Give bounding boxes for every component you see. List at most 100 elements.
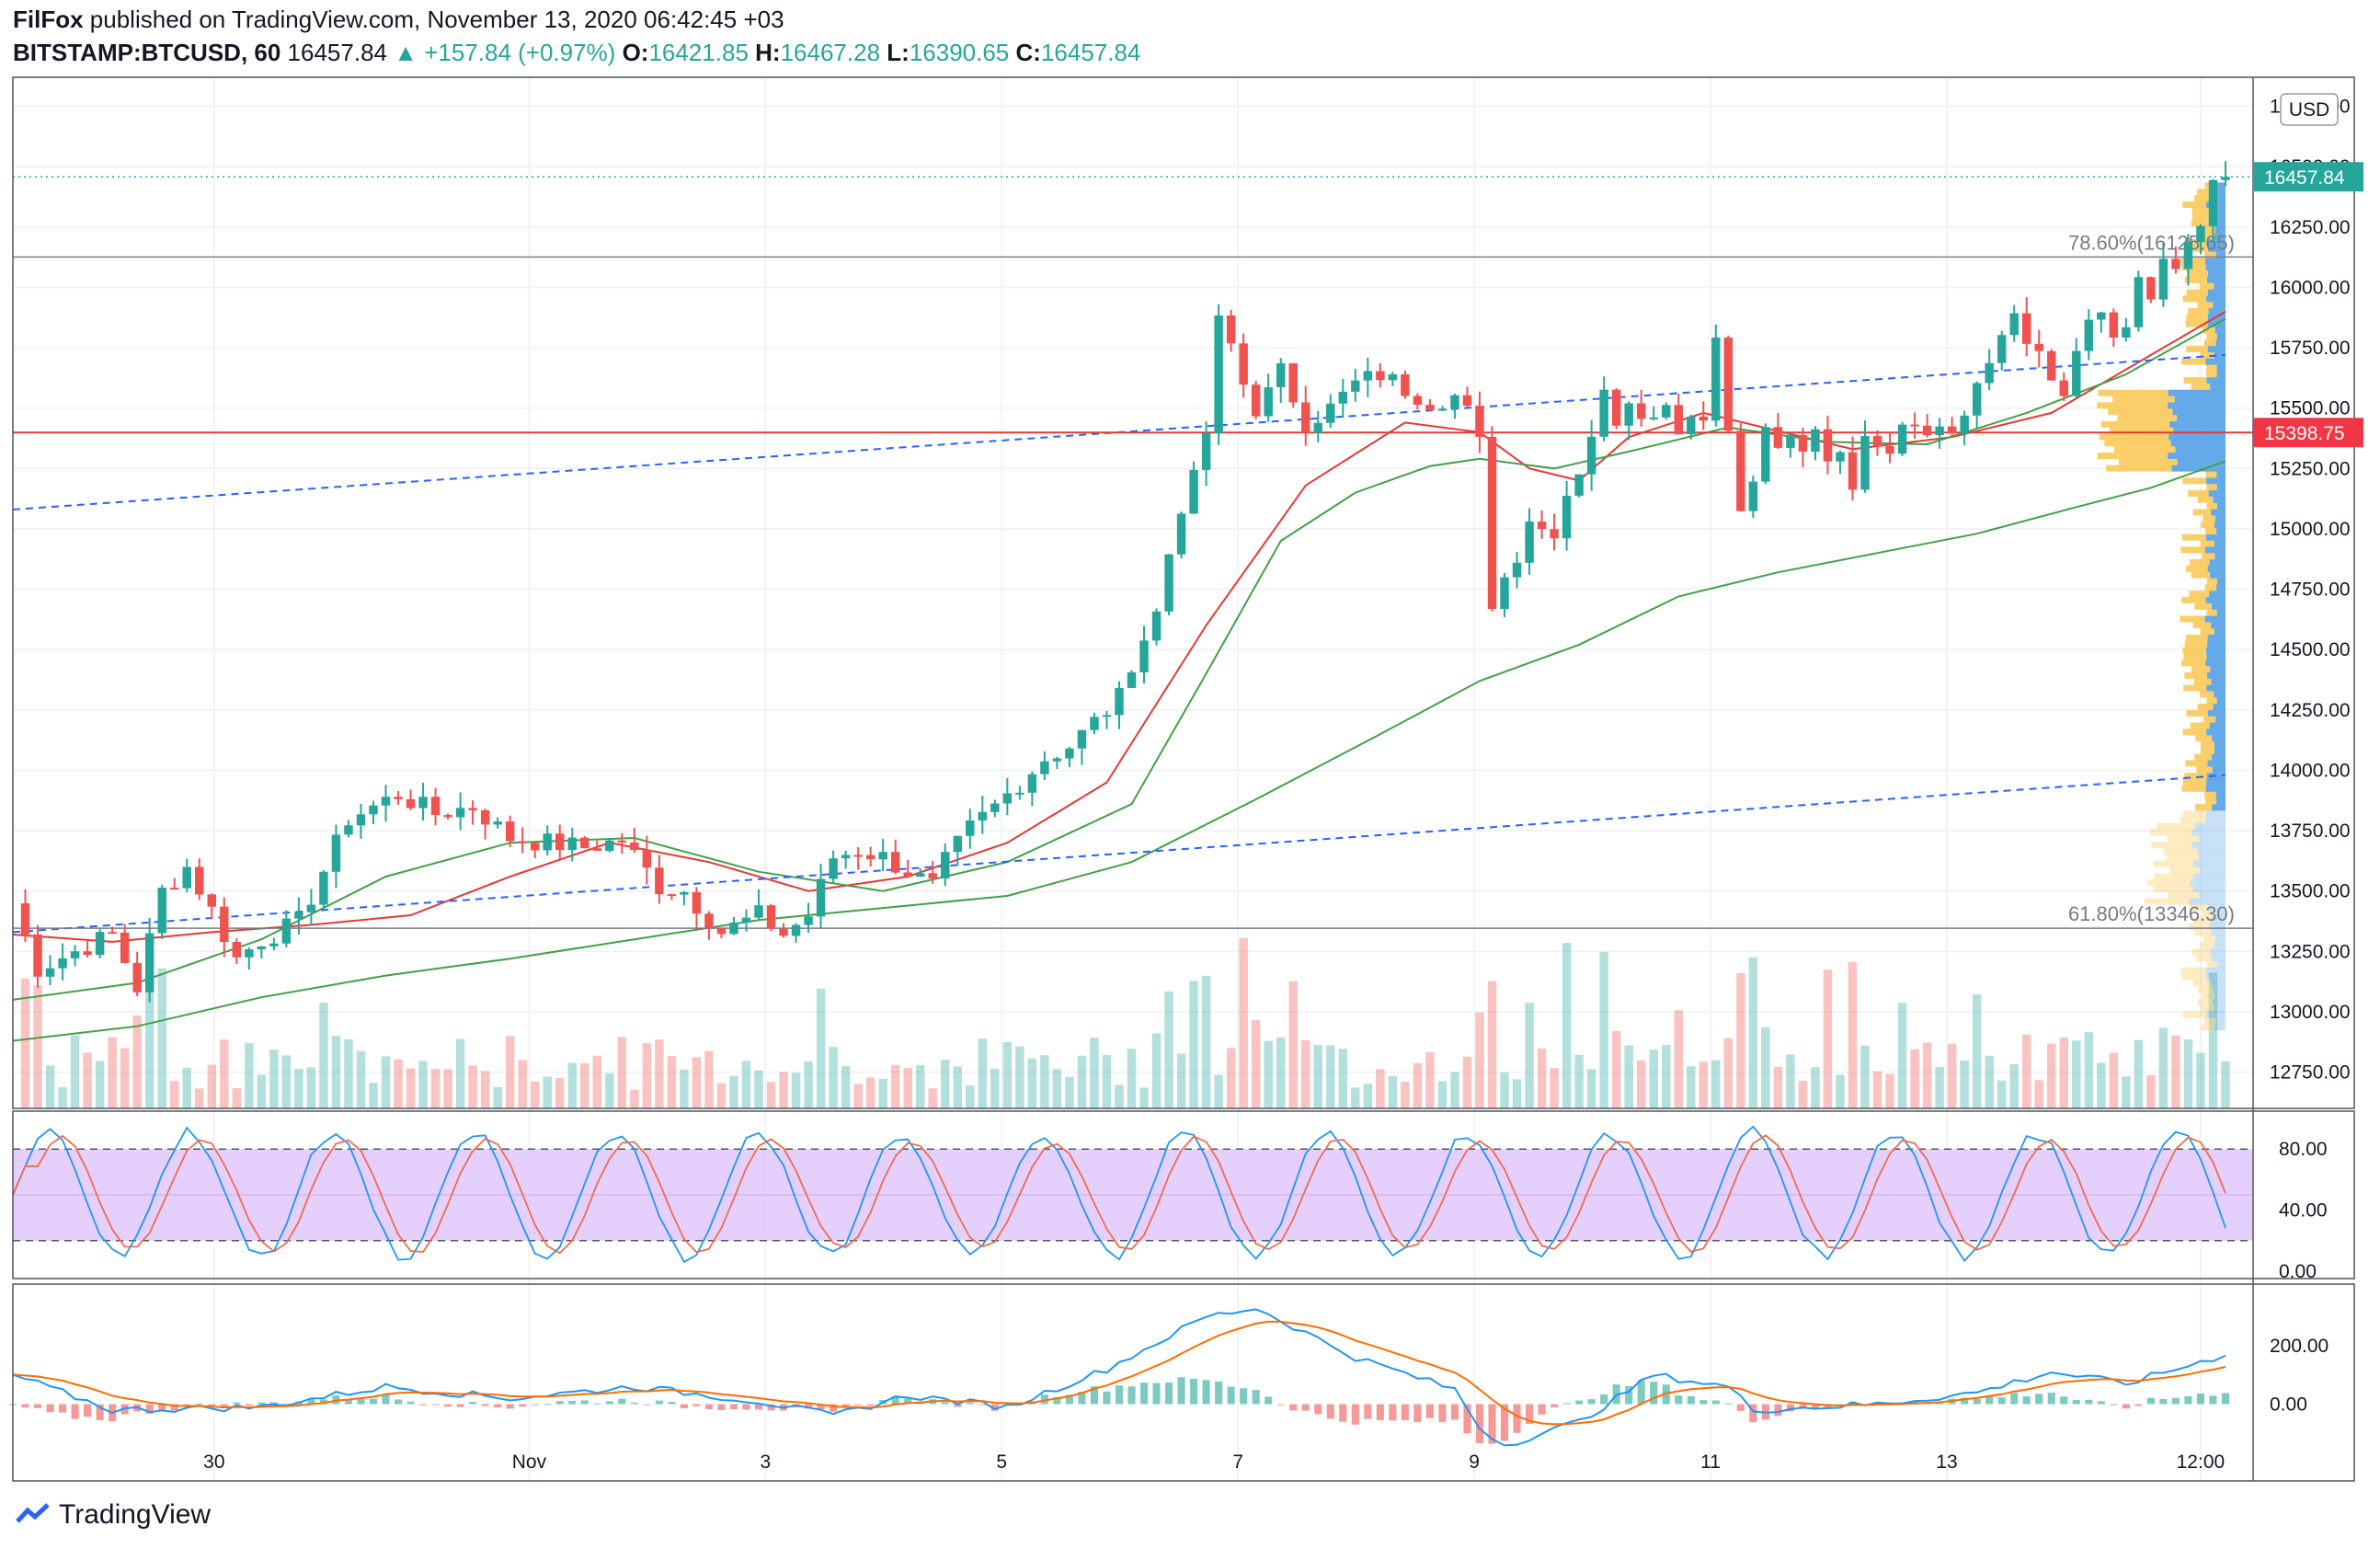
pane-frame xyxy=(12,1283,2355,1482)
volume-bar xyxy=(33,985,42,1108)
volume-bar xyxy=(2084,1032,2094,1108)
vp-bar-up xyxy=(2113,446,2176,453)
candle-body xyxy=(903,872,912,878)
vp-bar-blue xyxy=(2210,383,2226,390)
volume-bar xyxy=(580,1062,589,1108)
macd-histogram-bar xyxy=(1351,1404,1359,1425)
vp-bar-up xyxy=(2206,484,2217,491)
volume-bar xyxy=(1040,1055,1049,1108)
volume-bar xyxy=(1176,1053,1186,1108)
candle-body xyxy=(655,867,664,895)
candle-body xyxy=(617,840,627,843)
high-label: H: xyxy=(755,39,781,66)
vp-bar-blue xyxy=(2207,345,2226,352)
vp-bar-blue xyxy=(2214,691,2226,698)
candle-body xyxy=(530,843,540,851)
candle-body xyxy=(2158,258,2168,300)
macd-histogram-bar xyxy=(941,1402,949,1405)
author-name[interactable]: FilFox xyxy=(13,6,84,33)
vp-bar-up xyxy=(2117,415,2178,422)
macd-histogram-bar xyxy=(2134,1404,2143,1406)
candle-body xyxy=(1425,405,1435,410)
candle-body xyxy=(1176,513,1186,555)
macd-histogram-bar xyxy=(2060,1396,2068,1405)
volume-bar xyxy=(2196,1052,2205,1108)
low-value: 16390.65 xyxy=(909,39,1010,66)
vp-bar-up xyxy=(2203,935,2215,943)
vp-bar-blue xyxy=(2216,333,2226,340)
open-value: 16421.85 xyxy=(648,39,749,66)
volume-bar xyxy=(642,1043,652,1108)
vp-bar-up xyxy=(2185,320,2208,327)
volume-bar xyxy=(1798,1080,1808,1108)
macd-histogram-bar xyxy=(1040,1394,1048,1405)
macd-histogram-bar xyxy=(1339,1404,1347,1422)
macd-histogram-bar xyxy=(1687,1396,1695,1405)
volume-bar xyxy=(1885,1073,1894,1108)
volume-bar xyxy=(1077,1055,1087,1108)
volume-bar xyxy=(1437,1081,1447,1108)
volume-bar xyxy=(1687,1066,1696,1108)
candle-body xyxy=(1649,417,1658,419)
candle-body xyxy=(1313,422,1323,433)
symbol-label[interactable]: BITSTAMP:BTCUSD, 60 xyxy=(13,39,281,66)
vp-bar-up xyxy=(2191,213,2211,221)
vp-bar-blue xyxy=(2205,816,2226,823)
volume-bar xyxy=(58,1086,67,1108)
macd-histogram-bar xyxy=(954,1404,962,1407)
macd-histogram-bar xyxy=(1562,1403,1571,1405)
macd-histogram-bar xyxy=(966,1402,974,1405)
tradingview-footer[interactable]: TradingView xyxy=(15,1499,211,1531)
candle-body xyxy=(1264,386,1273,417)
vp-bar-up xyxy=(2153,885,2193,892)
vp-bar-blue xyxy=(2169,420,2226,428)
volume-bar xyxy=(605,1073,614,1108)
candle-body xyxy=(95,932,105,956)
vp-bar-up xyxy=(2194,195,2212,202)
macd-histogram-bar xyxy=(605,1401,613,1405)
volume-profile xyxy=(2097,182,2226,1031)
vp-bar-up xyxy=(2181,973,2206,981)
candle-body xyxy=(1960,415,1969,434)
time-tick-label: 9 xyxy=(1469,1451,1480,1473)
candle-body xyxy=(1848,452,1858,490)
currency-label: USD xyxy=(2289,99,2329,120)
macd-histogram-bar xyxy=(580,1400,589,1405)
candle-body xyxy=(2034,343,2043,351)
volume-bar xyxy=(729,1075,738,1108)
vp-bar-up xyxy=(2195,804,2213,811)
vp-bar-blue xyxy=(2209,591,2226,598)
macd-histogram-bar xyxy=(1799,1404,1807,1409)
vp-bar-blue xyxy=(2174,396,2226,403)
volume-bar xyxy=(1525,1003,1534,1108)
macd-signal-line xyxy=(12,1320,2226,1426)
volume-bar xyxy=(1127,1049,1137,1108)
vp-bar-blue xyxy=(2214,351,2226,359)
vp-bar-up xyxy=(2180,967,2205,974)
vp-bar-up xyxy=(2185,634,2208,641)
candle-body xyxy=(1798,434,1808,453)
candle-body xyxy=(319,871,328,905)
volume-bar xyxy=(928,1088,937,1108)
macd-histogram-bar xyxy=(382,1394,390,1405)
candle-body xyxy=(1947,426,1957,434)
stoch-tick-label: 80.00 xyxy=(2279,1139,2328,1160)
volume-bar xyxy=(132,1015,142,1108)
vp-bar-blue xyxy=(2206,778,2226,786)
macd-histogram-bar xyxy=(1438,1404,1447,1422)
vp-bar-blue xyxy=(2190,879,2226,887)
vp-bar-up xyxy=(2194,602,2212,610)
candle-body xyxy=(605,840,614,852)
indicator-lines xyxy=(8,1125,2253,1447)
macd-histogram-bar xyxy=(555,1401,564,1405)
candle-body xyxy=(1251,384,1261,417)
candle-body xyxy=(455,808,465,818)
candle-body xyxy=(1139,640,1149,672)
vp-bar-up xyxy=(2182,810,2207,818)
candle-body xyxy=(108,932,117,935)
candle-body xyxy=(1363,371,1373,381)
candle-body xyxy=(1052,758,1062,762)
vp-bar-blue xyxy=(2214,1004,2226,1012)
candle-body xyxy=(878,852,887,860)
